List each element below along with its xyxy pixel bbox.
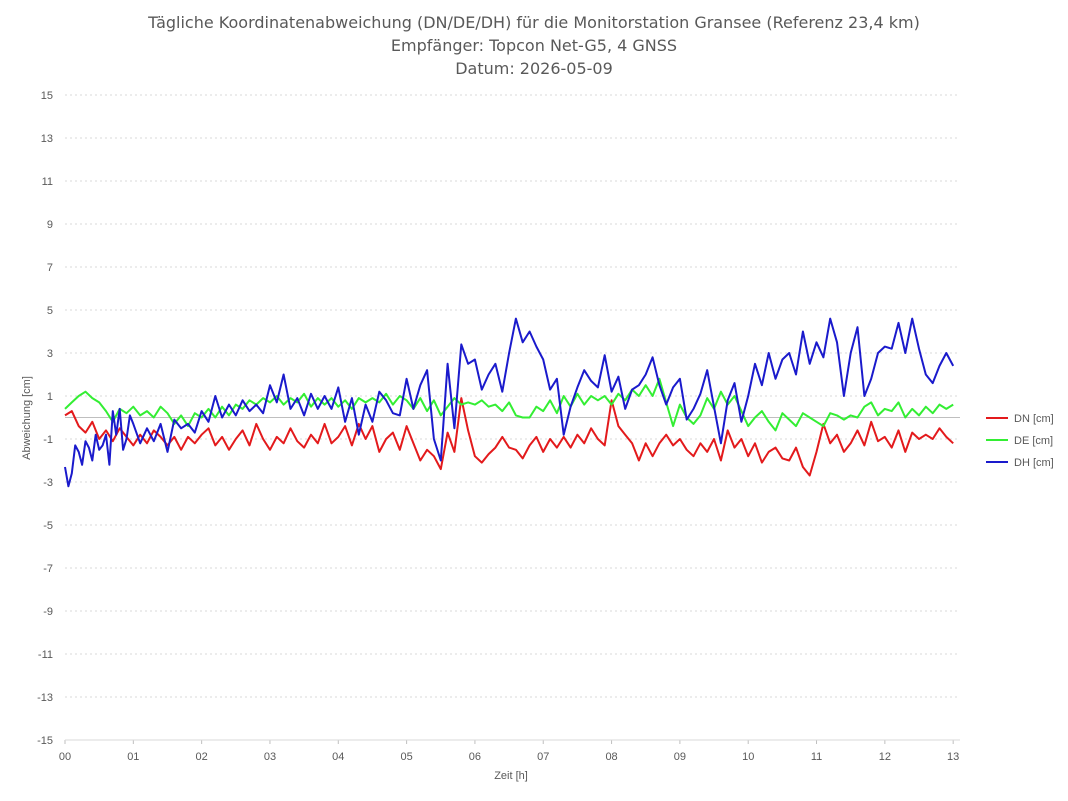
y-axis-label: Abweichung [cm]: [21, 376, 33, 460]
y-tick-label: 15: [41, 90, 53, 102]
series-lines: [64, 317, 955, 488]
y-tick-label: -9: [43, 606, 53, 618]
x-tick-label: 13: [947, 751, 959, 763]
x-tick-label: 12: [879, 751, 891, 763]
y-tick-label: 9: [47, 219, 53, 231]
y-tick-label: -1: [43, 434, 53, 446]
x-tick-label: 05: [400, 751, 412, 763]
x-tick-label: 01: [127, 751, 139, 763]
chart-title: Tägliche Koordinatenabweichung (DN/DE/DH…: [147, 13, 920, 78]
chart-title-line-1: Tägliche Koordinatenabweichung (DN/DE/DH…: [147, 13, 920, 32]
y-tick-label: -11: [38, 649, 53, 661]
x-tick-label: 00: [59, 751, 71, 763]
y-tick-label: -5: [43, 520, 53, 532]
y-tick-label: 5: [47, 305, 53, 317]
y-tick-label: -13: [37, 692, 53, 704]
series-line-dn: [64, 397, 954, 477]
y-tick-label: 1: [47, 391, 53, 403]
y-axis-ticks: 15 13 11 9 7 5 3 1 -1 -3 -5 -7 -9 -11 -13 -15: [37, 90, 53, 747]
x-tick-label: 03: [264, 751, 276, 763]
chart-title-line-3: Datum: 2026-05-09: [455, 59, 613, 78]
y-tick-label: -7: [43, 563, 53, 575]
legend-label: DE [cm]: [1014, 435, 1053, 447]
chart-title-line-2: Empfänger: Topcon Net-G5, 4 GNSS: [391, 36, 677, 55]
x-tick-label: 10: [742, 751, 754, 763]
x-axis-label: Zeit [h]: [494, 770, 528, 782]
y-tick-label: 3: [47, 348, 53, 360]
legend: DN [cm] DE [cm] DH [cm]: [986, 413, 1054, 469]
legend-label: DH [cm]: [1014, 457, 1054, 469]
x-axis-ticks: 00 01 02 03 04 05 06 07 08 09 10 11 12 13: [59, 739, 960, 763]
x-tick-label: 02: [196, 751, 208, 763]
legend-label: DN [cm]: [1014, 413, 1054, 425]
y-tick-label: 11: [42, 176, 53, 188]
y-tick-label: -15: [37, 735, 53, 747]
y-tick-label: 7: [47, 262, 53, 274]
y-tick-label: 13: [41, 133, 53, 145]
x-tick-label: 11: [811, 751, 822, 763]
y-tick-label: -3: [43, 477, 53, 489]
series-line-dh: [64, 317, 955, 488]
x-tick-label: 04: [332, 751, 344, 763]
x-tick-label: 08: [605, 751, 617, 763]
series-line-de: [64, 377, 954, 432]
x-tick-label: 09: [674, 751, 686, 763]
x-tick-label: 07: [537, 751, 549, 763]
x-tick-label: 06: [469, 751, 481, 763]
